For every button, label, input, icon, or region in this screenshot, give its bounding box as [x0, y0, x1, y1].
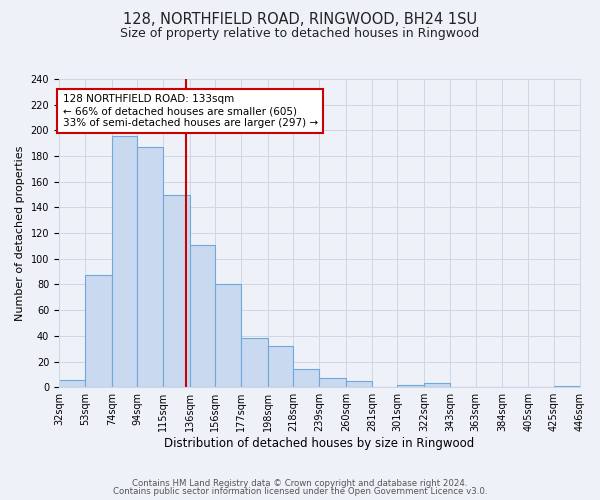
Bar	[59, 380, 85, 387]
Text: 128, NORTHFIELD ROAD, RINGWOOD, BH24 1SU: 128, NORTHFIELD ROAD, RINGWOOD, BH24 1SU	[123, 12, 477, 28]
Bar	[190, 244, 215, 387]
Bar	[163, 194, 190, 387]
Bar	[293, 369, 319, 387]
Text: 128 NORTHFIELD ROAD: 133sqm
← 66% of detached houses are smaller (605)
33% of se: 128 NORTHFIELD ROAD: 133sqm ← 66% of det…	[62, 94, 318, 128]
Bar	[554, 386, 580, 387]
Text: Contains HM Land Registry data © Crown copyright and database right 2024.: Contains HM Land Registry data © Crown c…	[132, 478, 468, 488]
Bar	[346, 381, 373, 387]
Bar	[112, 136, 137, 387]
Bar	[397, 384, 424, 387]
Bar	[215, 284, 241, 387]
Text: Contains public sector information licensed under the Open Government Licence v3: Contains public sector information licen…	[113, 487, 487, 496]
Bar	[319, 378, 346, 387]
Bar	[424, 384, 451, 387]
Bar	[268, 346, 293, 387]
Y-axis label: Number of detached properties: Number of detached properties	[15, 146, 25, 321]
Text: Size of property relative to detached houses in Ringwood: Size of property relative to detached ho…	[121, 28, 479, 40]
Bar	[241, 338, 268, 387]
X-axis label: Distribution of detached houses by size in Ringwood: Distribution of detached houses by size …	[164, 437, 475, 450]
Bar	[137, 147, 163, 387]
Bar	[85, 276, 112, 387]
